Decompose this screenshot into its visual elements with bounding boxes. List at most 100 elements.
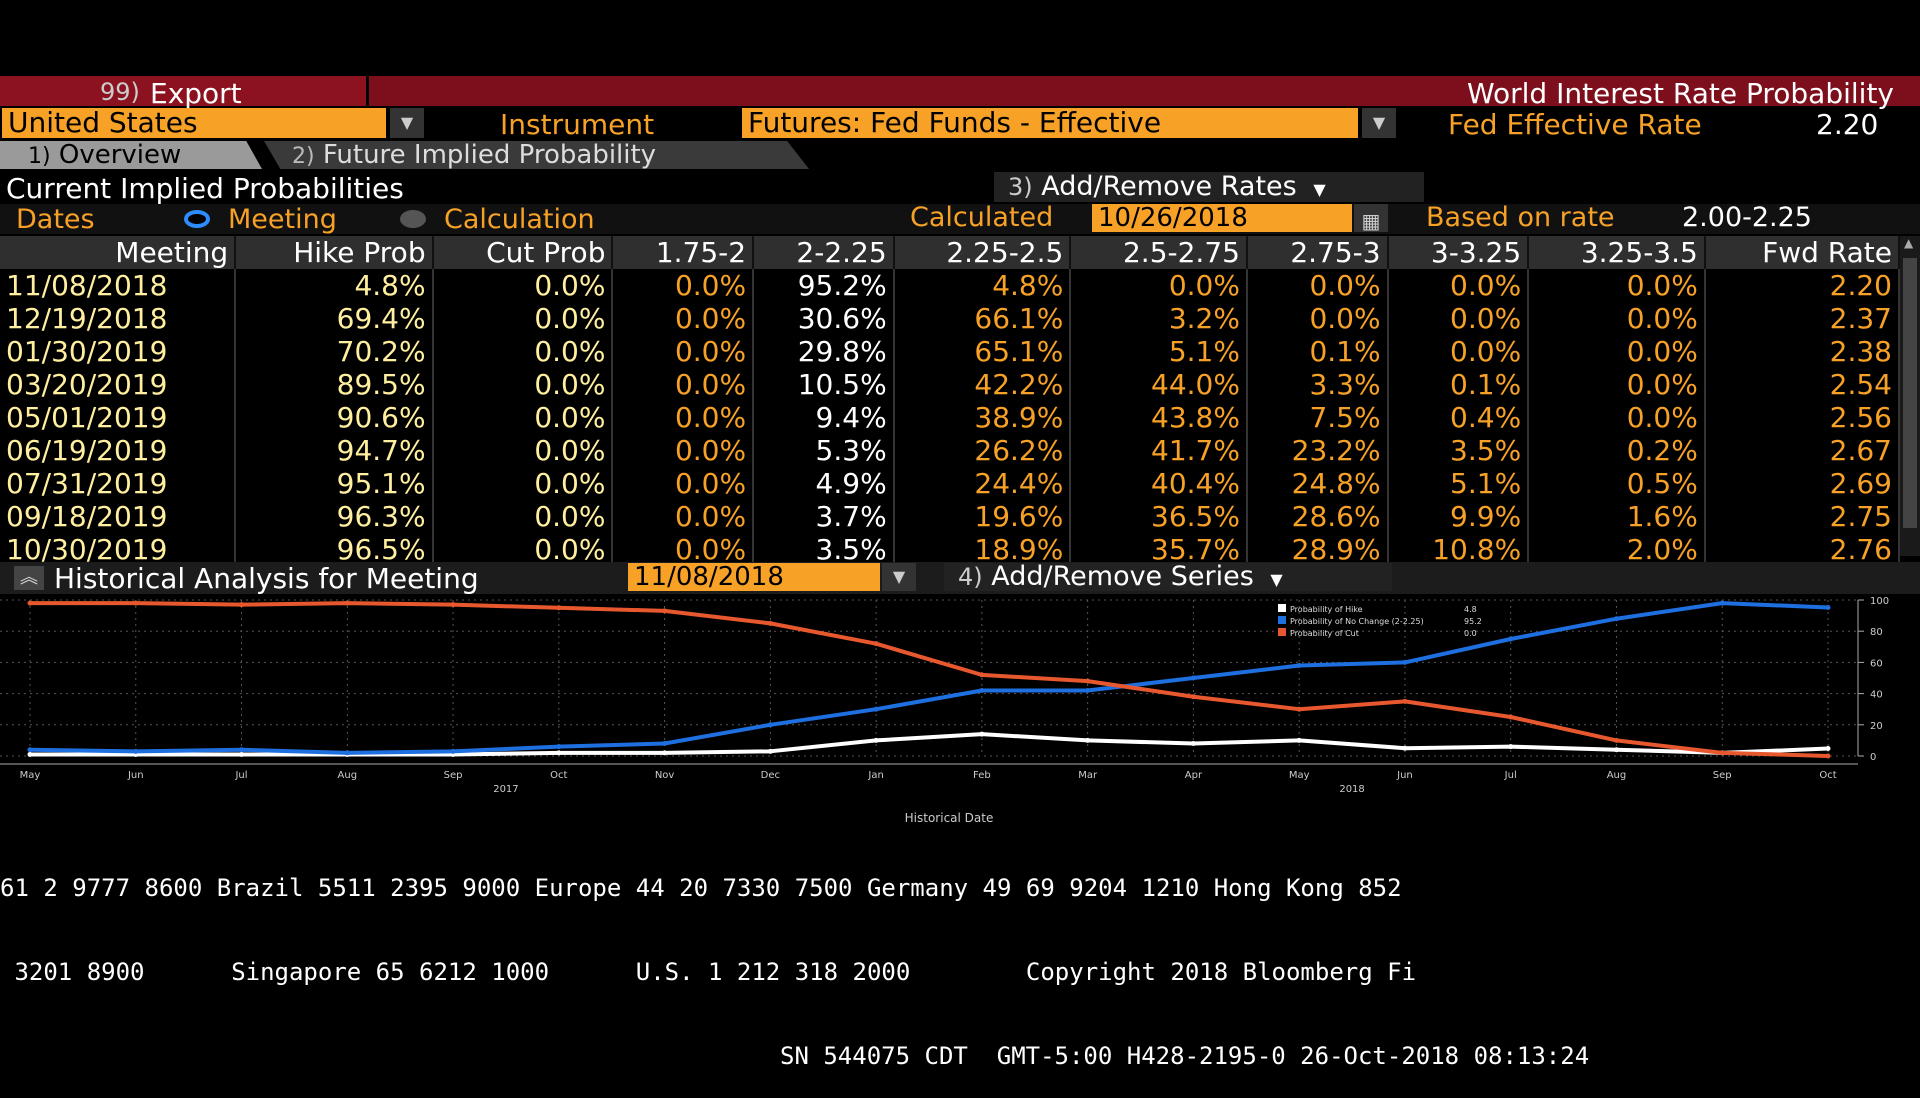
column-header[interactable]: 2.5-2.75 xyxy=(1070,236,1248,269)
table-cell: 69.4% xyxy=(235,302,434,335)
table-row[interactable]: 01/30/2019 70.2% 0.0% 0.0% 29.8% 65.1% 5.1% 0.1… xyxy=(0,335,1901,368)
table-row[interactable]: 05/01/2019 90.6% 0.0% 0.0% 9.4% 38.9% 43.8% 7.5… xyxy=(0,401,1901,434)
country-dropdown-arrow[interactable]: ▼ xyxy=(390,108,424,138)
scroll-up-icon[interactable]: ▲ xyxy=(1904,236,1914,250)
table-cell: 95.1% xyxy=(235,467,434,500)
tab-overview-num: 1) xyxy=(28,144,51,169)
probability-table: Meeting Hike Prob Cut Prob 1.75-2 2-2.25 2.25… xyxy=(0,236,1901,566)
calculated-date-field[interactable]: 10/26/2018 xyxy=(1092,204,1352,232)
data-point xyxy=(1719,600,1725,606)
table-cell: 4.9% xyxy=(753,467,895,500)
table-cell: 3.5% xyxy=(1387,434,1530,467)
table-cell: 0.0% xyxy=(612,368,755,401)
x-axis-title: Historical Date xyxy=(905,811,994,822)
table-body: 11/08/2018 4.8% 0.0% 0.0% 95.2% 4.8% 0.0% 0.0% 0… xyxy=(0,269,1901,566)
column-header[interactable]: Meeting xyxy=(0,236,237,269)
dates-label: Dates xyxy=(16,204,95,235)
country-dropdown[interactable]: United States xyxy=(2,108,386,138)
legend-value: 95.2 xyxy=(1464,617,1482,626)
data-point xyxy=(767,620,773,626)
historical-meeting-dropdown[interactable]: 11/08/2018 xyxy=(628,563,880,591)
instrument-dropdown-arrow[interactable]: ▼ xyxy=(1362,108,1396,138)
data-point xyxy=(1402,659,1408,665)
data-point xyxy=(239,747,245,753)
table-cell: 36.5% xyxy=(1070,500,1248,533)
table-cell: 0.0% xyxy=(1387,302,1530,335)
x-tick-label: Sep xyxy=(1713,770,1732,781)
column-header[interactable]: Fwd Rate xyxy=(1704,236,1901,269)
table-cell: 70.2% xyxy=(235,335,434,368)
dates-row: Dates Meeting Calculation Calculated 10/… xyxy=(0,202,1920,235)
legend-value: 0.0 xyxy=(1464,629,1477,638)
table-cell: 28.9% xyxy=(1246,533,1389,566)
table-row[interactable]: 06/19/2019 94.7% 0.0% 0.0% 5.3% 26.2% 41.7% 23.… xyxy=(0,434,1901,467)
add-remove-series-button[interactable]: 4) Add/Remove Series ▼ xyxy=(944,563,1392,591)
table-row[interactable]: 03/20/2019 89.5% 0.0% 0.0% 10.5% 42.2% 44.0% 3.… xyxy=(0,368,1901,401)
x-tick-label: Aug xyxy=(338,770,358,781)
data-point xyxy=(1296,706,1302,712)
table-cell: 0.0% xyxy=(432,368,614,401)
table-cell: 0.0% xyxy=(612,434,755,467)
collapse-icon[interactable]: ︽ xyxy=(14,566,44,590)
table-row[interactable]: 10/30/2019 96.5% 0.0% 0.0% 3.5% 18.9% 35.7% 28.… xyxy=(0,533,1901,566)
table-row[interactable]: 07/31/2019 95.1% 0.0% 0.0% 4.9% 24.4% 40.4% 24.… xyxy=(0,467,1901,500)
table-row[interactable]: 12/19/2018 69.4% 0.0% 0.0% 30.6% 66.1% 3.2% 0.0… xyxy=(0,302,1901,335)
calendar-icon: ▦ xyxy=(1361,209,1381,233)
table-scrollbar[interactable]: ▲ xyxy=(1900,236,1920,556)
table-row[interactable]: 09/18/2019 96.3% 0.0% 0.0% 3.7% 19.6% 36.5% 28.… xyxy=(0,500,1901,533)
meeting-date-cell: 01/30/2019 xyxy=(0,335,237,368)
table-cell: 0.0% xyxy=(1528,335,1706,368)
historical-meeting-arrow[interactable]: ▼ xyxy=(882,563,916,591)
column-header[interactable]: 1.75-2 xyxy=(612,236,755,269)
column-header[interactable]: Hike Prob xyxy=(235,236,434,269)
data-point xyxy=(979,731,985,737)
table-row[interactable]: 11/08/2018 4.8% 0.0% 0.0% 95.2% 4.8% 0.0% 0.0% 0… xyxy=(0,269,1901,302)
legend-label: Probability of No Change (2-2.25) xyxy=(1290,617,1424,626)
column-header[interactable]: 2-2.25 xyxy=(753,236,895,269)
table-cell: 2.75 xyxy=(1704,500,1901,533)
table-cell: 2.0% xyxy=(1528,533,1706,566)
y-tick-label: 0 xyxy=(1870,752,1876,763)
data-point xyxy=(873,706,879,712)
x-tick-label: Aug xyxy=(1607,770,1627,781)
column-header[interactable]: 2.25-2.5 xyxy=(893,236,1072,269)
scrollbar-thumb[interactable] xyxy=(1903,258,1917,528)
historical-chart[interactable]: 100 80 60 40 20 0 May Jun Jul Aug Sep Oct Nov Dec Jan F… xyxy=(0,596,1920,822)
based-on-rate-label: Based on rate xyxy=(1426,202,1615,233)
table-cell: 19.6% xyxy=(893,500,1072,533)
add-remove-rates-button[interactable]: 3) Add/Remove Rates ▼ xyxy=(994,172,1424,202)
column-header[interactable]: 2.75-3 xyxy=(1246,236,1389,269)
column-header[interactable]: 3.25-3.5 xyxy=(1528,236,1706,269)
meeting-radio[interactable] xyxy=(184,210,210,228)
x-tick-label: Feb xyxy=(973,770,991,781)
column-header[interactable]: 3-3.25 xyxy=(1387,236,1530,269)
table-cell: 0.0% xyxy=(432,335,614,368)
calculation-radio[interactable] xyxy=(400,210,426,228)
series-line-0 xyxy=(30,732,1829,757)
table-cell: 95.2% xyxy=(753,269,895,302)
table-cell: 44.0% xyxy=(1070,368,1248,401)
data-point xyxy=(662,608,668,614)
tab-overview[interactable]: 1) Overview xyxy=(0,141,262,169)
tab-future-implied-probability[interactable]: 2) Future Implied Probability xyxy=(264,141,809,169)
table-cell: 0.0% xyxy=(1070,269,1248,302)
table-header-row: Meeting Hike Prob Cut Prob 1.75-2 2-2.25 2.25… xyxy=(0,236,1901,269)
data-point xyxy=(662,741,668,747)
x-tick-label: Jun xyxy=(127,770,144,781)
y-tick-label: 60 xyxy=(1870,658,1883,669)
data-point xyxy=(556,744,562,750)
table-cell: 35.7% xyxy=(1070,533,1248,566)
add-remove-series-label: Add/Remove Series xyxy=(991,561,1254,592)
instrument-dropdown[interactable]: Futures: Fed Funds - Effective xyxy=(742,108,1358,138)
calendar-button[interactable]: ▦ xyxy=(1354,204,1388,233)
data-point xyxy=(1719,750,1725,756)
table-cell: 0.0% xyxy=(1528,269,1706,302)
column-header[interactable]: Cut Prob xyxy=(432,236,614,269)
table-cell: 9.9% xyxy=(1387,500,1530,533)
data-point xyxy=(1402,745,1408,751)
data-point xyxy=(556,750,562,756)
export-button[interactable]: 99) Export xyxy=(0,76,369,110)
data-point xyxy=(239,602,245,608)
x-tick-label: Nov xyxy=(655,770,675,781)
table-cell: 0.0% xyxy=(612,335,755,368)
